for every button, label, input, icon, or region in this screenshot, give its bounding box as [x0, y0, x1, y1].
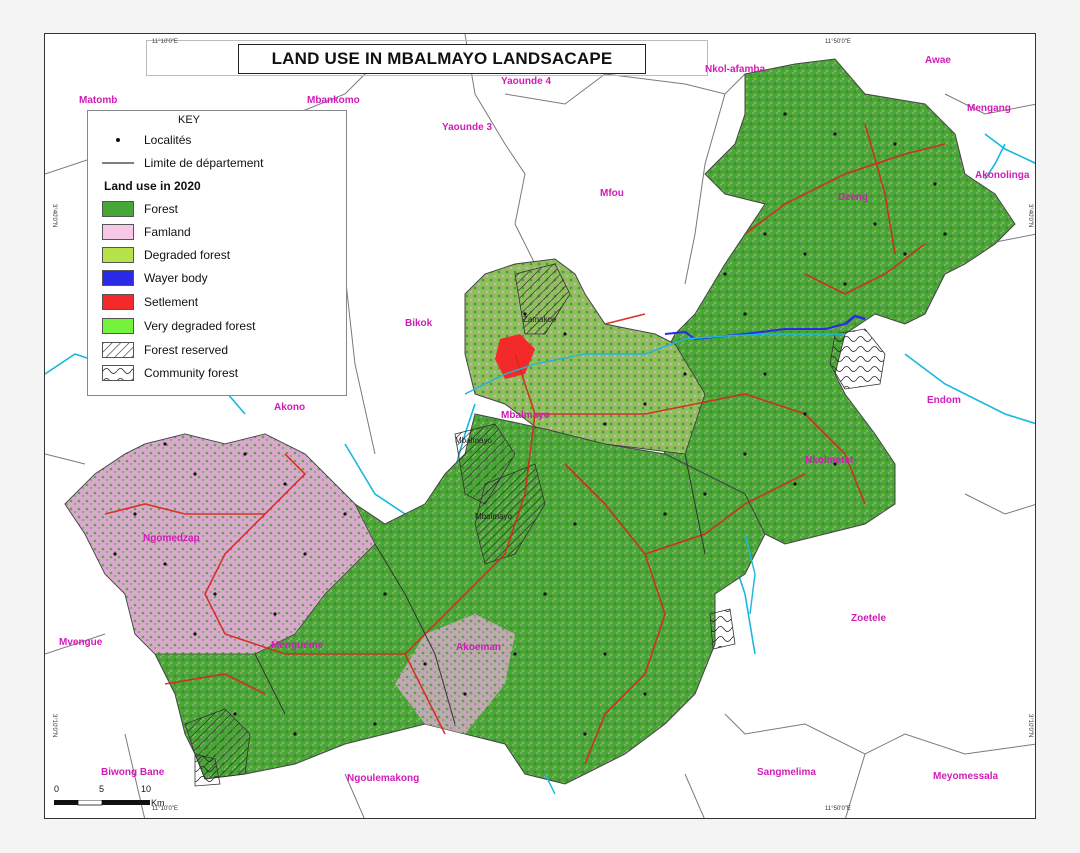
place-akonolinga: Akonolinga [975, 170, 1030, 181]
legend-item-degraded-forest: Degraded forest [102, 246, 230, 264]
place-mvengue: Mvengue [59, 637, 103, 648]
scale-unit: Km [151, 798, 165, 808]
legend-item-very-degraded-forest: Very degraded forest [102, 317, 255, 335]
place-nkolmetet: Nkolmetet [805, 455, 854, 466]
settlement-swatch [102, 294, 134, 310]
place-nkol-afamba: Nkol-afamba [705, 64, 766, 75]
legend-item-water-body: Wayer body [102, 269, 208, 287]
legend-item-label: Community forest [144, 366, 239, 380]
coord-bottom-left: 11°10'0"E [152, 806, 178, 812]
localities [113, 112, 947, 736]
legend-localites-label: Localités [144, 133, 192, 147]
legend-key-title: KEY [178, 114, 201, 126]
scale-bar-graphic [54, 800, 150, 806]
locality-dot-icon [102, 137, 134, 143]
legend-limite-label: Limite de département [144, 156, 264, 170]
place-mbalmayo-small: Mbalmayo [455, 436, 492, 445]
place-mengang: Mengang [967, 103, 1011, 114]
place-ngoulemakong: Ngoulemakong [347, 773, 420, 784]
legend-item-forest: Forest [102, 200, 178, 218]
very-degraded-forest-swatch [102, 318, 134, 334]
legend-item-famland: Famland [102, 223, 191, 241]
north-arrow-icon [1034, 124, 1035, 128]
legend-item-label: Degraded forest [144, 248, 231, 262]
coord-top-right: 11°50'0"E [825, 39, 851, 45]
coord-top-left: 11°10'0"E [152, 39, 178, 45]
degraded-forest-swatch [102, 247, 134, 263]
place-mbankomo: Mbankomo [307, 95, 360, 106]
place-awae: Awae [925, 55, 951, 66]
place-bikok: Bikok [405, 318, 433, 329]
legend-item-label: Famland [144, 225, 191, 239]
place-zoetele: Zoetele [851, 613, 887, 624]
legend-item-label: Wayer body [144, 271, 208, 285]
coord-right-lower: 3°10'0"N [1027, 714, 1033, 738]
community-forest-swatch [102, 365, 134, 381]
place-akono: Akono [274, 402, 306, 413]
inner-boundaries [254, 453, 706, 725]
map-frame: LAND USE IN MBALMAYO LANDSACAPE 11°10'0"… [44, 33, 1036, 819]
scale-tick-0: 0 [54, 784, 60, 794]
scale-tick-10: 10 [141, 784, 152, 794]
map-legend: KEY Localités Limite de département Land… [87, 110, 347, 396]
coord-right-upper: 3°40'0"N [1027, 204, 1033, 228]
famland-swatch [102, 224, 134, 240]
place-yaounde4: Yaounde 4 [501, 76, 552, 87]
scale-tick-5: 5 [99, 784, 105, 794]
forest-reserved-swatch [102, 342, 134, 358]
legend-land-use-heading: Land use in 2020 [104, 179, 201, 193]
place-mengueme: Mengueme [271, 640, 324, 651]
title-frame [146, 40, 708, 76]
water-body-swatch [102, 270, 134, 286]
place-endom: Endom [927, 395, 961, 406]
place-matomb: Matomb [79, 95, 118, 106]
place-meyomessala: Meyomessala [933, 771, 999, 782]
coord-left-lower: 3°10'0"N [51, 714, 57, 738]
map-title: LAND USE IN MBALMAYO LANDSACAPE [238, 44, 646, 74]
legend-item-settlement: Setlement [102, 293, 198, 311]
place-ngomedzap: Ngomedzap [143, 533, 200, 544]
place-biwong-bane: Biwong Bane [101, 767, 165, 778]
inner-rivers [464, 333, 845, 795]
boundary-line-icon [102, 160, 134, 166]
legend-item-label: Setlement [144, 295, 199, 309]
place-mbalmayo: Mbalmayo [501, 410, 550, 421]
place-mfou: Mfou [600, 188, 624, 199]
legend-item-forest-reserved: Forest reserved [102, 341, 228, 359]
map-canvas [45, 34, 1035, 818]
coord-bottom-right: 11°50'0"E [825, 806, 851, 812]
legend-limite: Limite de département [102, 154, 263, 172]
place-sangmelima: Sangmelima [757, 767, 816, 778]
north-label: N [1035, 94, 1036, 104]
place-akoeman: Akoeman [456, 642, 502, 653]
legend-item-label: Forest reserved [144, 343, 229, 357]
landscape [64, 58, 1016, 787]
legend-localites: Localités [102, 131, 191, 149]
forest-swatch [102, 201, 134, 217]
place-yaounde3: Yaounde 3 [442, 122, 493, 133]
place-zamakoe: Zamakoe [523, 315, 557, 324]
legend-item-label: Very degraded forest [144, 319, 256, 333]
place-dzeng: Dzeng [838, 192, 868, 203]
legend-item-community-forest: Community forest [102, 364, 238, 382]
coord-left-upper: 3°40'0"N [51, 204, 57, 228]
north-arrow: N [1034, 94, 1036, 128]
place-mbalmayo-small-2: Mbalmayo [475, 512, 512, 521]
legend-item-label: Forest [144, 202, 179, 216]
